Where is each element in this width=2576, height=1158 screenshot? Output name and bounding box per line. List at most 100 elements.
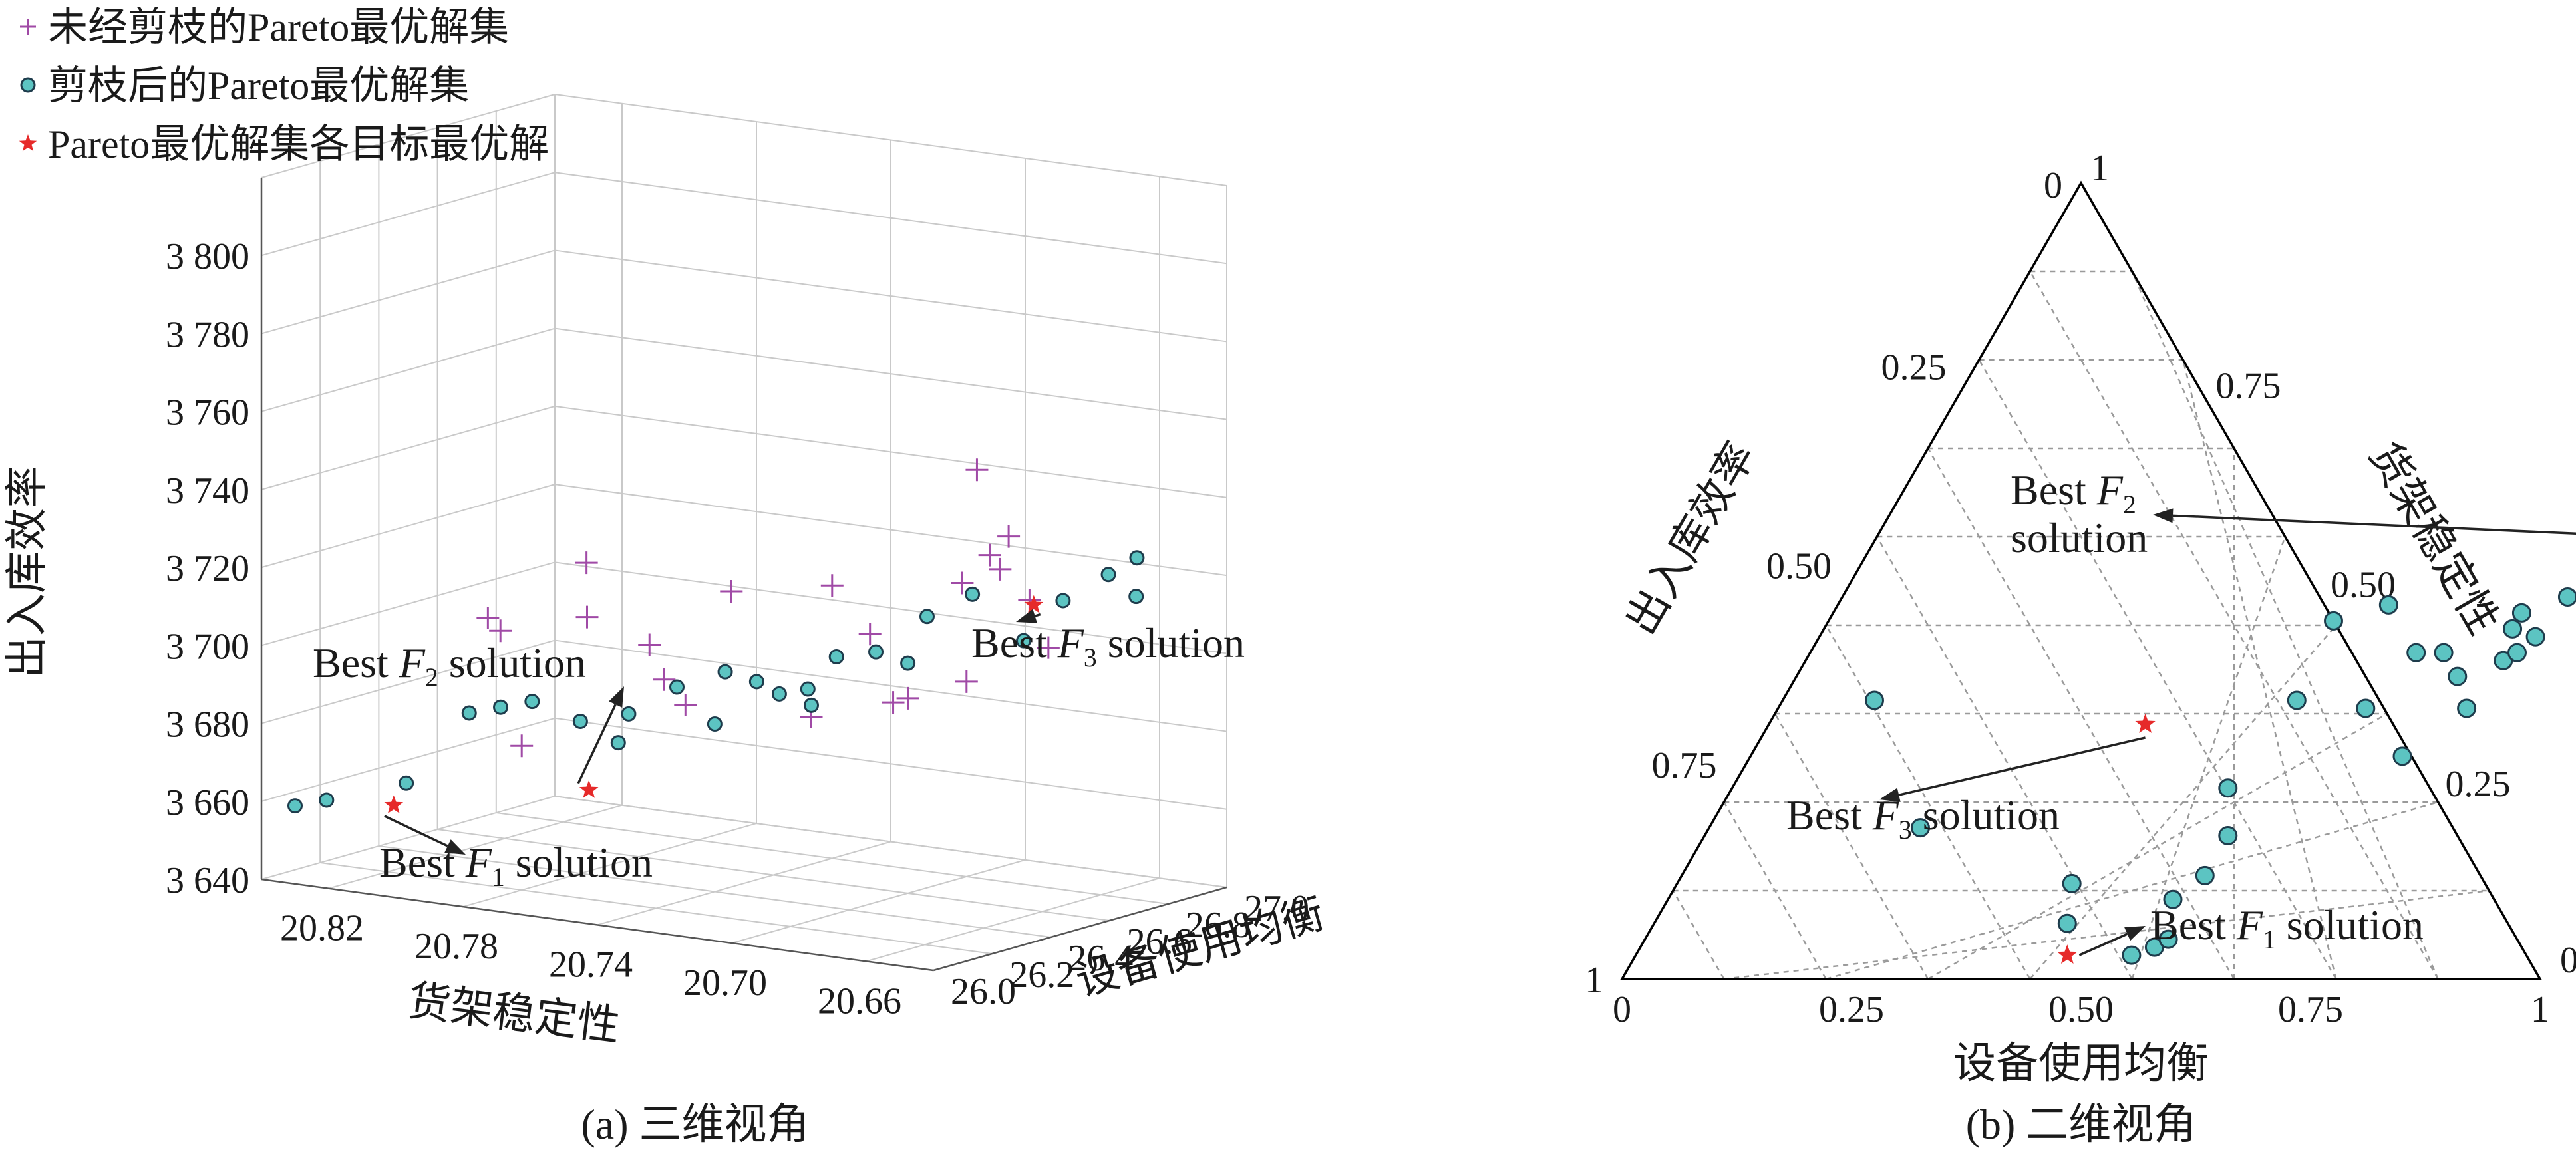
pruned-point — [669, 679, 685, 695]
ternary-triangle — [1619, 180, 2543, 980]
side-wall-grid-line — [261, 639, 556, 724]
x-tick-label: 20.66 — [818, 980, 901, 1022]
unpruned-point — [997, 525, 1021, 548]
legend-marker-unpruned — [20, 19, 36, 35]
floor-grid-line — [462, 823, 757, 908]
annotation-arrow-f1-head — [444, 839, 466, 855]
right-tick-label: 1 — [2090, 148, 2109, 189]
pruned-point — [2457, 698, 2477, 718]
unpruned-point — [575, 551, 598, 575]
pruned-point — [2356, 698, 2376, 718]
pruned-point — [2507, 643, 2527, 662]
right-tick-label: 0 — [2560, 940, 2576, 981]
pruned-point — [2287, 690, 2307, 710]
x-axis-line — [261, 878, 934, 972]
floor-grid-line — [731, 859, 1026, 944]
annotation-arrow-f1 — [384, 815, 448, 847]
pruned-point — [1100, 567, 1116, 583]
pruned-point — [319, 792, 335, 808]
side-wall-grid-line — [261, 327, 556, 412]
unpruned-point — [951, 571, 974, 595]
pruned-point — [2163, 889, 2183, 909]
back-wall-grid-line — [554, 249, 1227, 343]
pruned-point — [461, 705, 477, 721]
unpruned-point — [965, 458, 989, 482]
annotation-best-f1: Best F1 solution — [379, 839, 653, 892]
unpruned-point — [510, 734, 534, 758]
pruned-point — [2158, 929, 2178, 949]
pruned-point — [2195, 865, 2215, 885]
pruned-point — [919, 609, 935, 625]
bottom-tick-label: 0.25 — [1819, 989, 1884, 1030]
left-tick-label: 0.25 — [1881, 347, 1947, 388]
pruned-point — [2122, 945, 2142, 965]
annotation-arrow-f3-head — [1879, 788, 1901, 802]
pruned-point — [1865, 690, 1884, 710]
bottom-tick-label: 0.75 — [2278, 989, 2343, 1030]
x-tick-label: 20.78 — [414, 926, 498, 967]
left-tick-label: 1 — [1585, 960, 1603, 1001]
annotation-best-f2: Best F2 solution — [2011, 466, 2148, 561]
annotation-arrow-f3 — [1898, 736, 2146, 796]
z-tick-label: 3 660 — [166, 782, 249, 823]
unpruned-point — [476, 607, 500, 630]
side-wall-grid-line — [261, 405, 556, 490]
pruned-point — [287, 798, 303, 814]
pruned-point — [1129, 550, 1145, 566]
pruned-point — [828, 649, 844, 664]
ternary-grid-line — [2131, 536, 2286, 980]
side-wall-grid-line — [261, 484, 556, 569]
unpruned-point — [638, 633, 661, 656]
annotation-arrow-f2 — [2172, 514, 2576, 535]
annotation-best-f3: Best F3 solution — [1786, 792, 2060, 845]
chart-3d-view: 20.82 20.78 20.74 20.70 20.66 26.026.226.426.… — [3, 94, 1329, 1050]
back-wall-grid-line — [554, 796, 1227, 888]
ternary-grid-line — [2029, 625, 2337, 980]
top-edge-line — [261, 94, 556, 178]
pruned-point — [2434, 643, 2454, 662]
annotation-best-f2: Best F2 solution — [313, 639, 586, 692]
x-tick-label: 20.70 — [683, 962, 767, 1004]
bottom-tick-label: 1 — [2531, 989, 2549, 1030]
unpruned-point — [896, 686, 919, 710]
legend-label: 未经剪枝的Pareto最优解集 — [48, 5, 509, 49]
floor-grid-line — [496, 812, 1168, 905]
left-tick-label: 0.75 — [1652, 745, 1717, 786]
unpruned-point — [978, 543, 1001, 567]
y-tick-label: 27.0 — [1244, 888, 1309, 929]
bottom-tick-label: 0 — [1613, 989, 1631, 1030]
best-solution-star — [2135, 714, 2156, 733]
pruned-point — [2448, 666, 2468, 686]
chart-ternary-view: 0 0.25 0.50 0.75 100.250.500.751 00.250.500.7… — [1585, 148, 2576, 1087]
y-tick-label: 26.4 — [1068, 938, 1133, 979]
z-tick-label: 3 780 — [166, 314, 249, 355]
y-axis-line — [933, 886, 1227, 972]
right-tick-label: 0.25 — [2446, 764, 2511, 805]
back-wall-grid-line — [554, 172, 1227, 265]
floor-grid-line — [437, 829, 1110, 921]
ternary-grid-line — [2131, 271, 2439, 980]
bottom-tick-label: 0.50 — [2048, 989, 2114, 1030]
pruned-point — [965, 586, 981, 602]
ternary-grid-line — [1927, 712, 2388, 980]
unpruned-point — [955, 670, 978, 693]
pruned-point — [900, 655, 916, 671]
pruned-point — [868, 644, 884, 660]
pruned-point — [2062, 873, 2082, 893]
y-tick-label: 26.6 — [1127, 921, 1192, 962]
floor-grid-line — [320, 862, 993, 954]
left-axis-label: 出入库效率 — [1617, 434, 1764, 643]
ternary-grid-line — [1672, 890, 1725, 980]
legend-marker-best — [19, 134, 37, 152]
side-wall-grid-line — [261, 717, 556, 802]
legend-label: 剪枝后的Pareto最优解集 — [48, 64, 469, 108]
floor-grid-line — [597, 841, 891, 926]
ternary-grid-line — [1978, 359, 2337, 980]
ternary-grid-line — [1876, 536, 2133, 980]
pruned-point — [2511, 603, 2531, 623]
annotation-arrow-f2 — [577, 704, 617, 784]
back-wall-grid-line — [554, 561, 1227, 654]
pruned-point — [1016, 633, 1032, 649]
side-wall-grid-line — [261, 249, 556, 335]
side-wall-grid-line — [261, 561, 556, 647]
